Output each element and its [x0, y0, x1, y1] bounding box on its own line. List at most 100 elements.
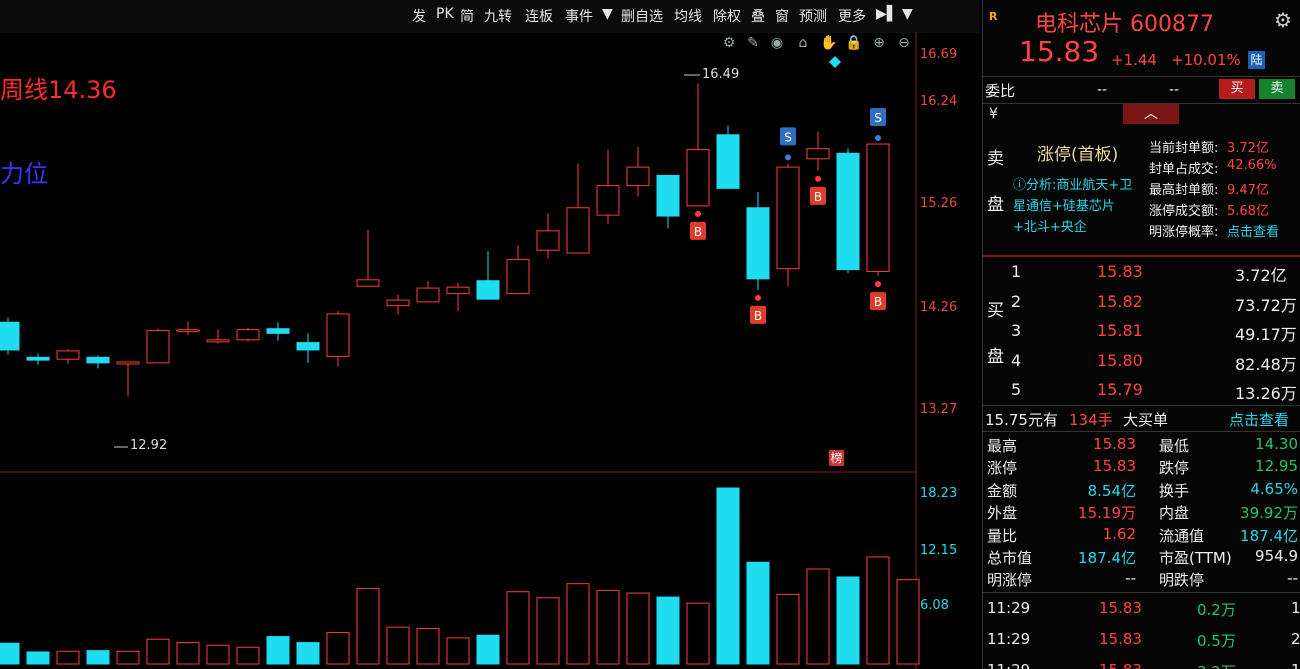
sell-panel-label: 盘: [987, 195, 1004, 215]
sell-signal-label: S: [874, 111, 882, 125]
toolbar-item[interactable]: 叠: [751, 9, 765, 25]
divider: [983, 431, 1300, 432]
sell-signal-dot: [785, 154, 791, 161]
weibi-label: 委比: [985, 82, 1016, 100]
tick-time: 11:29: [987, 661, 1030, 669]
tick-count: 1: [1291, 599, 1300, 617]
limit-stat-value[interactable]: 点击查看: [1227, 225, 1280, 240]
exchange-badge: 陆: [1248, 51, 1265, 69]
candle-body: [26, 356, 50, 361]
candle-body: [326, 313, 350, 357]
analysis-tags[interactable]: ⓘ分析:商业航天+卫星通信+硅基芯片+北斗+央企: [1013, 178, 1133, 235]
buy-signal-badge: [870, 292, 886, 311]
volume-bar: [656, 596, 680, 665]
rank-tag[interactable]: 榜: [829, 450, 844, 466]
pen-icon[interactable]: ✎: [747, 35, 759, 51]
candle-body: [56, 350, 80, 360]
volume-bar: [116, 650, 140, 665]
toolbar-item[interactable]: 连板: [525, 9, 553, 25]
stat-value: 15.19万: [1078, 504, 1136, 523]
lock-icon[interactable]: 🔒: [845, 35, 863, 51]
big-order-link[interactable]: 点击查看: [1229, 411, 1290, 429]
price-tick: 15.26: [920, 196, 958, 211]
tick-count: 1: [1291, 661, 1300, 669]
stat-value: 12.95: [1255, 457, 1298, 476]
sell-signal-badge: [780, 127, 796, 146]
yen-icon: ¥: [989, 106, 998, 122]
zoom-out-icon[interactable]: ⊖: [898, 35, 910, 51]
stat-label: 最低: [1159, 437, 1190, 455]
buy-button[interactable]: 买: [1219, 79, 1255, 99]
bid-price: 15.83: [1097, 262, 1143, 281]
volume-bar: [836, 576, 860, 665]
toolbar-item[interactable]: 删自选: [621, 9, 663, 25]
volume-bar: [146, 638, 170, 665]
brand-logo: R: [989, 10, 998, 23]
candle-body: [236, 329, 260, 341]
toolbar-item[interactable]: 事件: [565, 9, 593, 25]
collapse-chevron-icon[interactable]: ︿: [1123, 104, 1179, 124]
stat-label: 明涨停: [987, 571, 1033, 590]
stat-value: 39.92万: [1240, 504, 1298, 523]
volume-bar: [446, 637, 470, 665]
stat-label: 内盘: [1159, 504, 1190, 523]
stat-label: 市盈(TTM): [1159, 549, 1232, 567]
bid-level: 2: [1011, 291, 1022, 311]
candle-body: [686, 149, 710, 207]
bid-level: 5: [1011, 380, 1022, 399]
stat-label: 涨停: [987, 459, 1018, 478]
volume-bar: [746, 561, 770, 665]
bid-volume: 3.72亿: [1235, 266, 1287, 285]
toolbar-item[interactable]: ▶▌: [876, 6, 898, 22]
stat-label: 明跌停: [1159, 571, 1205, 590]
tick-volume: 3.2万: [1197, 661, 1236, 669]
buy-signal-dot: [815, 175, 821, 182]
hand-icon[interactable]: ✋: [820, 35, 838, 51]
limit-stat-value: 42.66%: [1227, 158, 1277, 173]
kline-svg[interactable]: B B B B S S: [0, 0, 980, 669]
volume-bar: [86, 650, 110, 665]
toolbar-item[interactable]: 预测: [799, 9, 827, 25]
tick-volume: 0.2万: [1197, 601, 1236, 619]
price-change-pct: +10.01%: [1171, 51, 1241, 69]
toolbar-item[interactable]: 发: [412, 9, 426, 25]
toolbar-item[interactable]: ▼: [902, 6, 913, 22]
candle-body: [716, 134, 740, 189]
divider: [983, 255, 1300, 257]
volume-bar: [56, 650, 80, 665]
basket-icon[interactable]: ⌂: [798, 35, 808, 51]
volume-bar: [506, 591, 530, 665]
toolbar-item[interactable]: 九转: [484, 9, 512, 25]
toolbar-item[interactable]: PK: [436, 6, 454, 22]
candle-body: [476, 280, 500, 300]
gear-icon[interactable]: ⚙: [722, 35, 736, 51]
bid-volume: 49.17万: [1235, 325, 1297, 344]
toolbar-item[interactable]: 除权: [713, 9, 741, 25]
volume-tick: 6.08: [920, 598, 949, 613]
volume-bar: [686, 602, 710, 665]
buy-signal-badge: [690, 221, 706, 240]
candle-body: [176, 329, 200, 333]
volume-bar: [326, 632, 350, 665]
toolbar-item[interactable]: 简: [460, 9, 474, 25]
toolbar-item[interactable]: 均线: [674, 9, 702, 25]
candle-body: [776, 166, 800, 270]
volume-bar: [866, 556, 890, 665]
stat-value: 187.4亿: [1240, 526, 1298, 545]
stat-value: 4.65%: [1250, 479, 1298, 498]
settings-gear-icon[interactable]: ⚙: [1274, 8, 1292, 32]
volume-bar: [0, 642, 20, 665]
zoom-in-icon[interactable]: ⊕: [873, 35, 885, 51]
big-order-label: 大买单: [1123, 411, 1169, 429]
divider: [983, 76, 1300, 77]
toolbar-item[interactable]: 窗: [775, 9, 789, 25]
diamond-marker: [829, 56, 841, 68]
buy-signal-badge: [750, 305, 766, 324]
price-change: +1.44: [1111, 51, 1157, 69]
eye-icon[interactable]: ◉: [770, 35, 784, 51]
sell-button[interactable]: 卖: [1259, 79, 1295, 99]
toolbar-item[interactable]: ▼: [602, 6, 613, 22]
volume-bar: [476, 634, 500, 665]
toolbar-item[interactable]: 更多: [838, 9, 866, 25]
